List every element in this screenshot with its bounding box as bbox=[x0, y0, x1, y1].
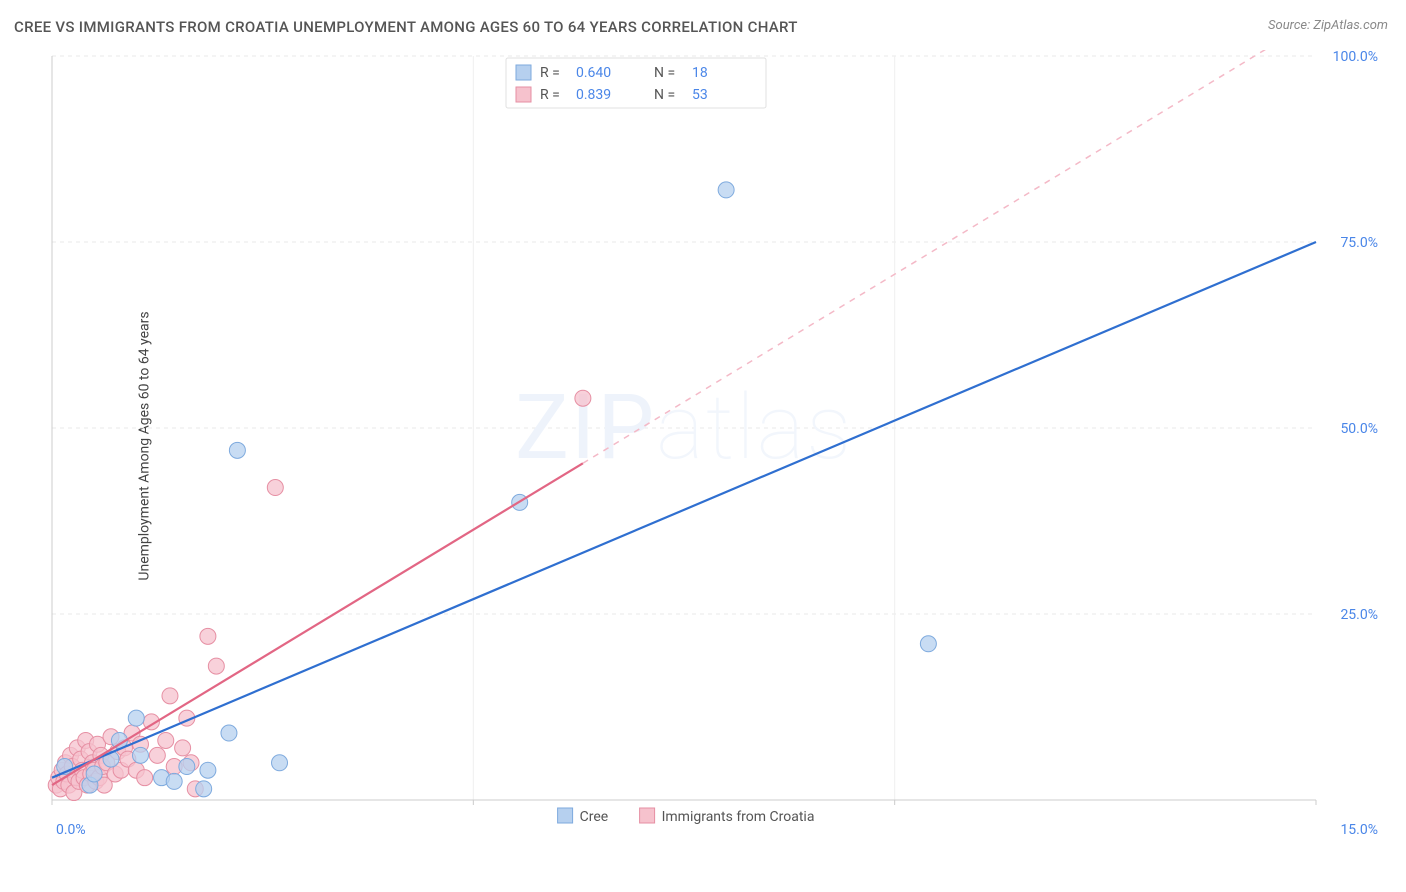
legend-n-value: 18 bbox=[692, 65, 708, 81]
legend-n-label: N = bbox=[654, 65, 675, 81]
point-immigrants-from-croatia bbox=[175, 740, 191, 756]
point-cree bbox=[86, 766, 102, 782]
legend-r-value: 0.640 bbox=[576, 65, 611, 81]
point-immigrants-from-croatia bbox=[158, 732, 174, 748]
point-cree bbox=[272, 755, 288, 771]
point-immigrants-from-croatia bbox=[137, 770, 153, 786]
y-tick-label: 50.0% bbox=[1340, 421, 1378, 437]
point-immigrants-from-croatia bbox=[267, 480, 283, 496]
legend-series-label: Cree bbox=[580, 809, 609, 825]
point-cree bbox=[128, 710, 144, 726]
y-tick-label: 75.0% bbox=[1340, 235, 1378, 251]
y-tick-label: 100.0% bbox=[1333, 50, 1378, 65]
x-tick-label: 15.0% bbox=[1340, 822, 1378, 838]
chart-title: CREE VS IMMIGRANTS FROM CROATIA UNEMPLOY… bbox=[14, 18, 798, 36]
point-immigrants-from-croatia bbox=[149, 747, 165, 763]
scatter-chart: 25.0% 50.0% 75.0% 100.0% ZIPatlas 0.0% 15.0% R … bbox=[46, 50, 1386, 840]
legend-swatch bbox=[558, 808, 573, 823]
legend-series-label: Immigrants from Croatia bbox=[662, 809, 815, 825]
point-cree bbox=[221, 725, 237, 741]
legend-r-label: R = bbox=[540, 65, 560, 81]
point-cree bbox=[196, 781, 212, 797]
point-cree bbox=[179, 759, 195, 775]
legend-r-label: R = bbox=[540, 87, 560, 103]
point-cree bbox=[166, 773, 182, 789]
point-cree bbox=[200, 762, 216, 778]
point-immigrants-from-croatia bbox=[575, 390, 591, 406]
legend-swatch bbox=[640, 808, 655, 823]
source-label: Source: ZipAtlas.com bbox=[1268, 18, 1388, 33]
point-cree bbox=[229, 442, 245, 458]
point-cree bbox=[132, 747, 148, 763]
x-tick-label: 0.0% bbox=[56, 822, 86, 838]
legend-swatch bbox=[516, 65, 531, 80]
point-immigrants-from-croatia bbox=[208, 658, 224, 674]
trend-line bbox=[52, 242, 1316, 778]
trend-line bbox=[52, 463, 583, 785]
legend-n-label: N = bbox=[654, 87, 675, 103]
legend-swatch bbox=[516, 87, 531, 102]
y-tick-label: 25.0% bbox=[1340, 607, 1378, 623]
point-cree bbox=[718, 182, 734, 198]
watermark: ZIPatlas bbox=[515, 375, 853, 480]
point-immigrants-from-croatia bbox=[162, 688, 178, 704]
point-cree bbox=[920, 636, 936, 652]
legend-r-value: 0.839 bbox=[576, 87, 611, 103]
legend-n-value: 53 bbox=[692, 87, 708, 103]
point-immigrants-from-croatia bbox=[200, 628, 216, 644]
